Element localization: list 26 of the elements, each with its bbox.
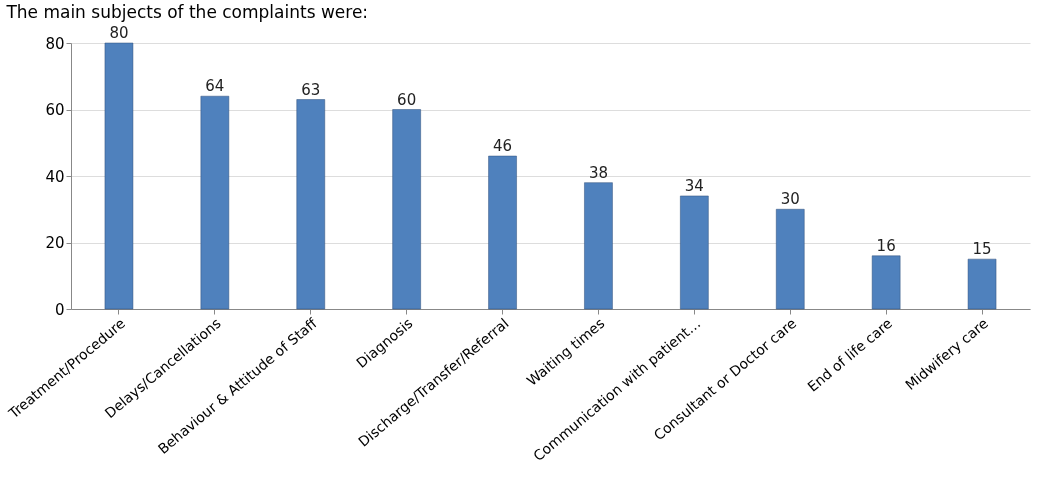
y-tick-label: 0 bbox=[54, 300, 65, 319]
bar bbox=[488, 155, 517, 310]
data-label: 80 bbox=[109, 24, 129, 42]
data-label: 34 bbox=[684, 176, 704, 195]
data-label: 16 bbox=[876, 236, 896, 255]
data-label: 38 bbox=[588, 163, 608, 182]
bar bbox=[680, 195, 709, 310]
bar bbox=[392, 109, 421, 310]
bar bbox=[296, 99, 325, 310]
y-tick-label: 80 bbox=[45, 34, 65, 53]
bar bbox=[967, 258, 997, 310]
bar bbox=[104, 42, 134, 310]
bar bbox=[871, 255, 901, 310]
y-tick-label: 20 bbox=[45, 234, 65, 252]
data-label: 63 bbox=[301, 80, 321, 99]
y-tick-label: 40 bbox=[45, 167, 65, 186]
bar bbox=[200, 95, 230, 310]
data-label: 15 bbox=[972, 240, 992, 259]
chart-title: The main subjects of the complaints were: bbox=[5, 2, 369, 22]
bar bbox=[584, 182, 613, 310]
data-label: 46 bbox=[493, 137, 513, 156]
data-label: 60 bbox=[397, 90, 417, 109]
data-label: 30 bbox=[780, 190, 800, 209]
data-label: 64 bbox=[205, 77, 225, 96]
bar bbox=[776, 209, 805, 310]
y-tick-label: 60 bbox=[45, 101, 65, 119]
